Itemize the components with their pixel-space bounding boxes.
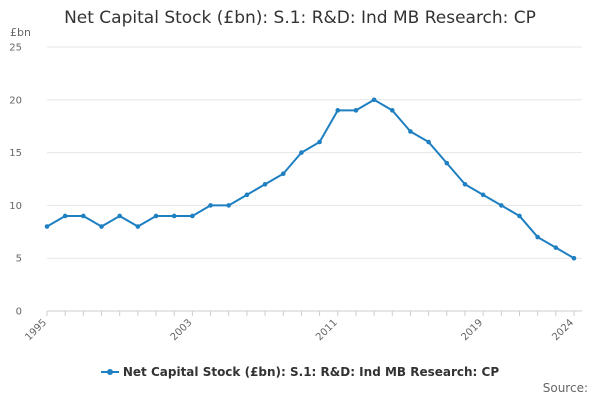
- data-point[interactable]: [81, 213, 86, 219]
- data-point[interactable]: [226, 203, 232, 208]
- data-point[interactable]: [444, 160, 450, 166]
- y-axis-unit-label: £bn: [10, 26, 31, 39]
- data-point[interactable]: [353, 108, 359, 113]
- data-point[interactable]: [153, 213, 159, 219]
- source-label: Source:: [542, 381, 588, 395]
- data-point[interactable]: [190, 213, 195, 219]
- data-point[interactable]: [535, 234, 540, 240]
- y-tick-label: 0: [16, 307, 22, 318]
- legend-label: Net Capital Stock (£bn): S.1: R&D: Ind M…: [122, 365, 500, 379]
- data-point[interactable]: [171, 213, 177, 219]
- chart-title: Net Capital Stock (£bn): S.1: R&D: Ind M…: [64, 8, 536, 28]
- data-point[interactable]: [262, 181, 268, 187]
- y-tick-label: 5: [16, 254, 22, 265]
- data-point[interactable]: [571, 255, 577, 261]
- data-point[interactable]: [517, 213, 522, 219]
- x-tick-label: 2019: [459, 317, 485, 343]
- data-point[interactable]: [44, 224, 50, 229]
- data-point[interactable]: [244, 192, 250, 198]
- grid: [47, 46, 582, 312]
- legend[interactable]: Net Capital Stock (£bn): S.1: R&D: Ind M…: [0, 365, 600, 379]
- legend-swatch: [100, 368, 119, 375]
- data-point[interactable]: [462, 181, 468, 187]
- data-point[interactable]: [426, 139, 431, 145]
- y-tick-label: 10: [9, 201, 22, 212]
- x-tick-label: 2003: [169, 317, 195, 343]
- data-point[interactable]: [62, 213, 68, 219]
- x-tick-label: 2024: [550, 317, 576, 343]
- data-point[interactable]: [553, 245, 559, 250]
- y-tick-label: 25: [9, 43, 22, 54]
- data-point[interactable]: [317, 139, 322, 145]
- x-axis: 1995 2003 2011 2019 2024: [23, 311, 576, 343]
- data-point[interactable]: [117, 213, 122, 219]
- data-point[interactable]: [499, 203, 504, 208]
- series-group: [44, 97, 577, 261]
- data-point[interactable]: [480, 192, 486, 198]
- data-point[interactable]: [99, 224, 104, 229]
- x-tick-label: 1995: [23, 317, 49, 343]
- data-point[interactable]: [408, 129, 413, 134]
- y-tick-label: 15: [9, 148, 22, 159]
- y-axis: 0 5 10 15 20 25: [9, 43, 22, 318]
- data-point[interactable]: [208, 203, 213, 208]
- y-tick-label: 20: [9, 95, 22, 106]
- data-point[interactable]: [299, 150, 304, 155]
- series-line: [46, 98, 575, 260]
- data-point[interactable]: [371, 97, 377, 103]
- data-point[interactable]: [389, 108, 395, 113]
- data-point[interactable]: [280, 171, 286, 177]
- x-tick-label: 2011: [314, 317, 340, 343]
- data-point[interactable]: [135, 224, 141, 229]
- data-point[interactable]: [335, 108, 341, 113]
